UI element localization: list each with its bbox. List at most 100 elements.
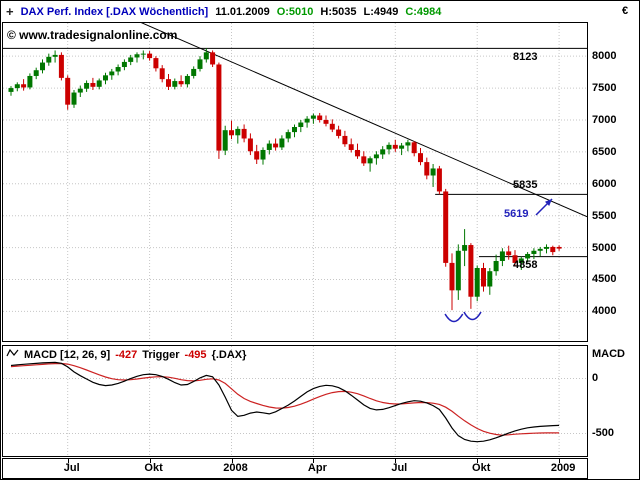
- candle-body: [279, 138, 285, 148]
- price-axis-tick: 8000: [592, 50, 617, 63]
- candle-body: [443, 191, 449, 263]
- candle-body: [518, 258, 524, 263]
- candle-body: [455, 250, 461, 291]
- candle-body: [317, 115, 323, 120]
- candle-body: [550, 246, 556, 253]
- time-axis-label: Apr: [307, 462, 327, 474]
- candle-body: [14, 84, 20, 89]
- candle-body: [436, 168, 442, 192]
- macd-chart-svg: [3, 346, 587, 456]
- candle-body: [166, 79, 171, 87]
- candle-body: [556, 246, 562, 249]
- macd-axis-title: MACD: [592, 348, 625, 360]
- time-axis-label: Okt: [472, 462, 491, 474]
- macd-axis-tick: 0: [592, 372, 599, 385]
- candle-body: [292, 127, 297, 133]
- candle-body: [506, 251, 512, 256]
- candle-body: [235, 128, 241, 136]
- level-label-8123: 8123: [513, 51, 538, 63]
- candle-body: [449, 262, 455, 291]
- candle-body: [71, 92, 77, 105]
- candle-body: [96, 80, 102, 87]
- level-label-4858: 4858: [513, 259, 538, 271]
- candle-body: [380, 149, 386, 155]
- candle-body: [46, 56, 52, 63]
- candle-body: [65, 77, 71, 105]
- downtrend-line: [140, 23, 587, 218]
- instrument-title: DAX Perf. Index [.DAX Wöchentlich]: [20, 5, 209, 18]
- candle-body: [481, 268, 486, 287]
- price-axis-tick: 4000: [592, 305, 617, 318]
- time-axis-tick: [395, 459, 397, 463]
- price-axis-tick: 6000: [592, 177, 617, 190]
- time-axis-tick: [231, 459, 233, 463]
- candle-body: [367, 158, 373, 164]
- candle-body: [84, 82, 90, 89]
- level-label-5835: 5835: [513, 179, 538, 191]
- low-value: L:4949: [363, 5, 399, 18]
- candle-body: [153, 58, 159, 69]
- trigger-value: -495: [184, 349, 207, 361]
- candle-body: [115, 67, 121, 72]
- candle-body: [304, 118, 310, 123]
- candle-body: [33, 70, 39, 76]
- double-bottom-arc: [463, 311, 482, 321]
- candle-body: [184, 75, 190, 85]
- candle-body: [355, 149, 360, 157]
- candle-body: [537, 248, 543, 251]
- macd-value: -427: [115, 349, 138, 361]
- price-chart-svg: [3, 23, 587, 341]
- time-axis-tick: [313, 459, 315, 463]
- candle-body: [323, 119, 329, 124]
- currency-unit-label: €: [622, 5, 629, 17]
- candle-body: [260, 149, 266, 160]
- crosshair-icon[interactable]: +: [6, 4, 14, 19]
- candle-body: [52, 54, 58, 57]
- price-chart-panel[interactable]: © www.tradesignalonline.com: [2, 22, 588, 342]
- candle-body: [172, 81, 178, 87]
- candle-body: [266, 143, 272, 150]
- macd-symbol-label: {.DAX}: [211, 349, 247, 361]
- candle-body: [109, 71, 115, 76]
- high-value: H:5035: [320, 5, 357, 18]
- candle-body: [399, 145, 405, 149]
- time-axis-tick: [477, 459, 479, 463]
- candle-body: [512, 255, 518, 263]
- candle-body: [222, 130, 228, 151]
- candle-body: [310, 115, 316, 119]
- time-axis: Jul Okt 2008 Apr Jul Okt 2009: [2, 458, 588, 479]
- candle-body: [474, 268, 480, 297]
- candle-body: [329, 123, 335, 130]
- candle-body: [140, 53, 146, 55]
- trigger-line: [10, 362, 560, 436]
- close-value: C:4984: [405, 5, 442, 18]
- candle-body: [159, 68, 165, 80]
- candle-body: [531, 250, 537, 254]
- trend-arrow-head: [544, 198, 553, 207]
- candle-body: [468, 245, 474, 297]
- level-label-5619: 5619: [504, 208, 529, 220]
- candle-body: [298, 122, 304, 128]
- macd-axis-tick: -500: [592, 427, 615, 440]
- price-axis-tick: 6500: [592, 145, 617, 158]
- time-axis-tick: [149, 459, 151, 463]
- candle-body: [27, 75, 33, 88]
- price-axis-tick: 4500: [592, 273, 617, 286]
- candle-body: [499, 251, 505, 261]
- candle-body: [77, 88, 83, 93]
- candle-body: [210, 52, 216, 65]
- candle-body: [424, 162, 430, 176]
- candle-body: [191, 68, 197, 76]
- candle-body: [241, 128, 247, 139]
- macd-name-label: MACD [12, 26, 9]: [24, 349, 111, 361]
- candle-body: [487, 271, 493, 287]
- candle-body: [58, 54, 64, 78]
- candle-body: [273, 143, 279, 148]
- candle-body: [247, 138, 253, 152]
- candle-body: [373, 154, 379, 159]
- macd-panel[interactable]: MACD [12, 26, 9] -427 Trigger -495 {.DAX…: [2, 345, 588, 457]
- candle-body: [203, 52, 209, 60]
- candle-body: [197, 59, 203, 69]
- price-axis-tick: 5500: [592, 209, 617, 222]
